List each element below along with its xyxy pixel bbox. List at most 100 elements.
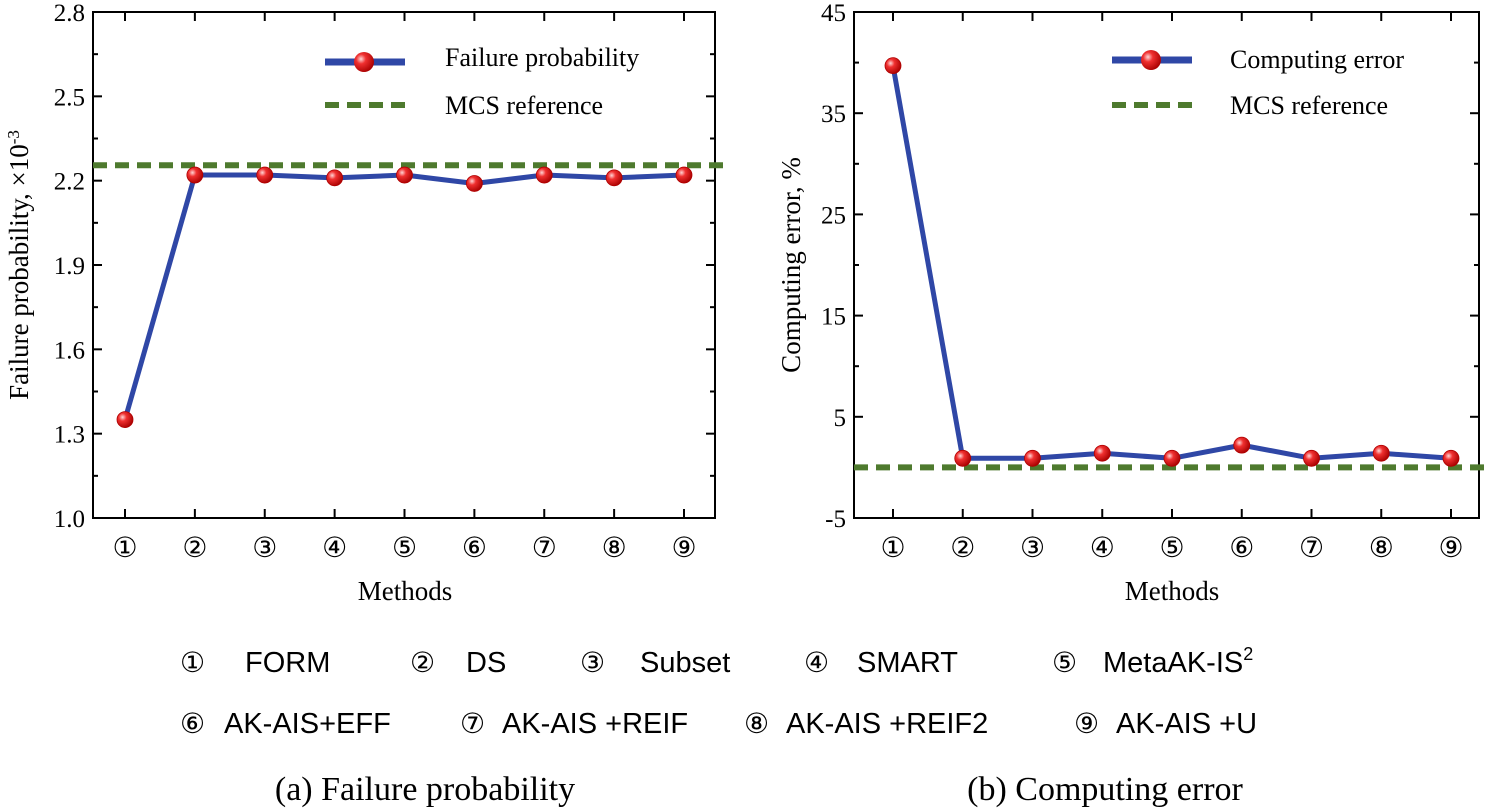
method-name-4: SMART (857, 647, 958, 679)
x-tick-label: ④ (322, 531, 347, 564)
x-ticks-a: ① ② ③ ④ ⑤ ⑥ ⑦ ⑧ ⑨ (112, 12, 697, 564)
method-num-5: ⑤ (1052, 646, 1077, 679)
plot-frame-a (92, 11, 716, 519)
data-point (884, 57, 902, 75)
x-tick-label: ⑨ (1438, 531, 1463, 564)
x-tick-label: ⑦ (532, 531, 557, 564)
method-name-7: AK-AIS +REIF (502, 708, 688, 740)
method-num-4: ④ (804, 646, 829, 679)
legend-a: Failure probability MCS reference (325, 43, 639, 120)
x-tick-label: ① (880, 531, 905, 564)
legend-b: Computing error MCS reference (1112, 45, 1404, 120)
method-name-9: AK-AIS +U (1116, 708, 1257, 740)
caption-a: (a) Failure probability (275, 771, 575, 808)
x-tick-label: ⑧ (1369, 531, 1394, 564)
y-tick-label: 1.9 (54, 253, 85, 280)
x-tick-label: ⑧ (602, 531, 627, 564)
data-point (1163, 449, 1181, 467)
data-point (1024, 449, 1041, 467)
x-tick-label: ② (182, 531, 207, 564)
x-tick-label: ⑥ (462, 531, 487, 564)
x-axis-title-b: Methods (1125, 576, 1220, 606)
method-item-7: ⑦ AK-AIS +REIF (460, 707, 688, 740)
data-point (1093, 444, 1111, 462)
data-point (954, 449, 972, 467)
data-point (326, 169, 344, 187)
markers-a (116, 166, 693, 429)
method-name-6: AK-AIS+EFF (224, 708, 391, 740)
y-tick-label: 2.5 (54, 84, 85, 111)
data-point (1442, 449, 1460, 467)
method-num-8: ⑧ (744, 707, 769, 740)
method-num-2: ② (410, 646, 435, 679)
method-item-4: ④ SMART (804, 646, 958, 679)
legend-marker-b (1141, 50, 1161, 70)
method-name-5: MetaAK-IS2 (1103, 644, 1253, 679)
method-item-1: ① FORM (180, 646, 330, 679)
y-tick-label: 25 (821, 202, 846, 229)
data-point (1233, 436, 1251, 454)
y-tick-label: 2.2 (54, 169, 85, 196)
y-axis-title-a: Failure probability, ×10-3 (4, 130, 34, 400)
method-num-3: ③ (580, 646, 605, 679)
method-item-3: ③ Subset (580, 646, 730, 679)
y-tick-label: 1.3 (54, 422, 85, 449)
legend-label-reference-a: MCS reference (445, 91, 603, 120)
method-item-5: ⑤ MetaAK-IS2 (1052, 644, 1253, 679)
x-tick-label: ③ (1020, 531, 1045, 564)
caption-b: (b) Computing error (967, 771, 1243, 808)
legend-marker-a (354, 52, 374, 72)
data-point (1303, 449, 1320, 467)
method-item-6: ⑥ AK-AIS+EFF (180, 707, 391, 740)
data-point (396, 166, 413, 184)
method-num-9: ⑨ (1074, 707, 1099, 740)
y-tick-label: 2.8 (54, 0, 85, 27)
x-tick-label: ② (950, 531, 975, 564)
data-point (186, 166, 204, 184)
y-tick-label: 45 (821, 0, 846, 27)
plot-frame-b (853, 11, 1480, 519)
x-tick-label: ③ (252, 531, 277, 564)
x-tick-label: ④ (1090, 531, 1115, 564)
method-num-1: ① (180, 646, 205, 679)
y-tick-label: 5 (834, 405, 847, 432)
markers-b (884, 57, 1460, 467)
data-point (675, 166, 693, 184)
data-point (605, 169, 623, 187)
y-tick-label: 35 (821, 101, 846, 128)
data-point (535, 166, 553, 184)
method-num-7: ⑦ (460, 707, 485, 740)
method-name-1: FORM (245, 647, 330, 679)
data-point (116, 411, 134, 429)
x-tick-label: ⑦ (1299, 531, 1324, 564)
y-ticks-a: 1.0 1.3 1.6 1.9 2.2 2.5 2.8 (54, 0, 715, 533)
methods-legend: ① FORM ② DS ③ Subset ④ SMART ⑤ MetaAK-IS… (180, 644, 1257, 740)
x-tick-label: ⑤ (392, 531, 417, 564)
method-item-2: ② DS (410, 646, 506, 679)
series-line-a (122, 172, 685, 421)
method-num-6: ⑥ (180, 707, 205, 740)
panel-a: 1.0 1.3 1.6 1.9 2.2 2.5 2.8 ① ② ③ ④ ⑤ ⑥ ⑦ ⑧ ⑨ Failure … (4, 0, 726, 606)
y-tick-label: 1.0 (54, 506, 85, 533)
method-item-9: ⑨ AK-AIS +U (1074, 707, 1257, 740)
x-ticks-b: ① ② ③ ④ ⑤ ⑥ ⑦ ⑧ ⑨ (880, 12, 1464, 564)
data-point (1372, 444, 1390, 462)
method-name-3: Subset (640, 647, 730, 679)
y-tick-label: 1.6 (54, 337, 85, 364)
y-tick-label: -5 (825, 506, 846, 533)
data-point (256, 166, 274, 184)
x-tick-label: ① (112, 531, 137, 564)
method-name-2: DS (466, 647, 506, 679)
y-tick-label: 15 (821, 304, 846, 331)
legend-label-series-b: Computing error (1230, 45, 1404, 74)
method-name-8: AK-AIS +REIF2 (786, 708, 988, 740)
y-axis-title-b: Computing error, % (776, 157, 806, 373)
panel-b: -5 5 15 25 35 45 ① ② ③ ④ ⑤ ⑥ ⑦ ⑧ ⑨ Computing error MC… (776, 0, 1490, 606)
method-item-8: ⑧ AK-AIS +REIF2 (744, 707, 988, 740)
legend-label-reference-b: MCS reference (1230, 91, 1388, 120)
x-tick-label: ⑥ (1229, 531, 1254, 564)
legend-label-series-a: Failure probability (445, 43, 639, 72)
x-axis-title-a: Methods (358, 576, 453, 606)
x-tick-label: ⑤ (1159, 531, 1184, 564)
